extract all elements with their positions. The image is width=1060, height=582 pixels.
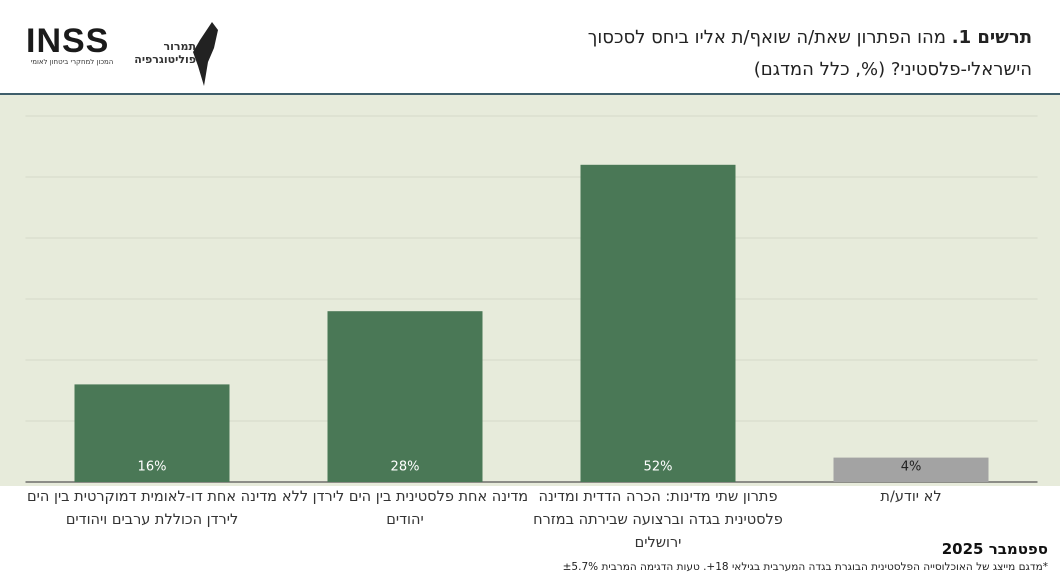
footnote: *מדגם מייצג של האוכלוסייה הפלסטינית הבוג… <box>562 561 1048 573</box>
value-label: 4% <box>901 460 922 475</box>
title-label: תרשים 1. <box>951 27 1032 48</box>
x-tick-label: לא יודע/ת <box>880 489 942 505</box>
org-logo: INSS <box>26 22 110 60</box>
date: ספטמבר 2025 <box>941 540 1048 558</box>
title-line: הישראלי-פלסטיני? (%, כלל המדגם) <box>753 59 1032 80</box>
bar <box>74 384 230 482</box>
partner-logo: תמרור פוליטוגרפיה <box>134 40 196 66</box>
bar <box>327 311 483 482</box>
value-label: 28% <box>391 460 420 475</box>
map-icon <box>193 22 218 86</box>
bar <box>833 457 989 482</box>
value-label: 52% <box>644 460 673 475</box>
x-tick-label: פתרון שתי מדינות: הכרה הדדית ומדינה פלסט… <box>533 489 783 551</box>
chart-title: תרשים 1. מהו הפתרון שאת/ה שואף/ת אליו בי… <box>588 22 1032 86</box>
org-name: המכון למחקרי ביטחון לאומי <box>30 58 114 66</box>
bar <box>580 164 736 483</box>
x-tick-label: מדינה אחת פלסטינית בין הים לירדן ללא יהו… <box>281 489 529 528</box>
x-tick-label: מדינה אחת דו-לאומית דמוקרטית בין הים ליר… <box>27 489 277 528</box>
value-label: 16% <box>138 460 167 475</box>
title-line: מהו הפתרון שאת/ה שואף/ת אליו ביחס לסכסוך <box>587 27 946 48</box>
